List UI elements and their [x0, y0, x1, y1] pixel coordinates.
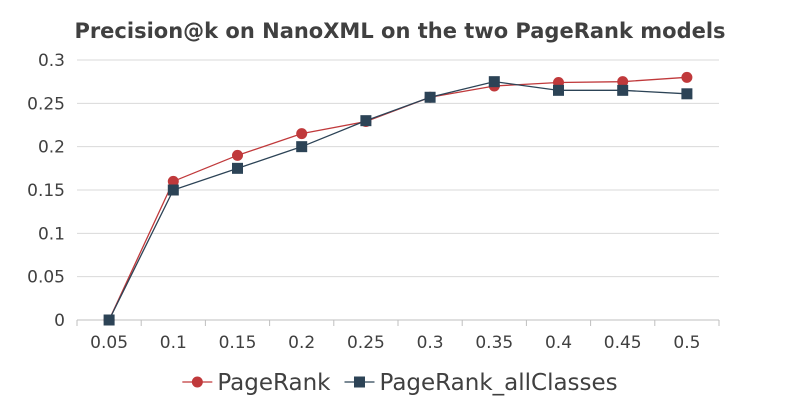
data-point	[103, 314, 115, 326]
x-tick-label: 0.25	[347, 333, 385, 353]
series-line	[108, 81, 687, 321]
y-tick-label: 0.3	[38, 51, 65, 71]
data-point	[232, 149, 243, 161]
series-lines	[103, 71, 693, 326]
x-tick-label: 0.45	[604, 333, 642, 353]
y-tick-label: 0.25	[27, 94, 65, 114]
data-point	[681, 88, 693, 100]
x-tick-label: 0.2	[288, 333, 315, 353]
data-point	[424, 91, 436, 103]
y-tick-label: 0.1	[38, 224, 65, 244]
data-point	[488, 76, 500, 88]
x-tick-label: 0.4	[545, 333, 572, 353]
data-point	[232, 162, 243, 174]
y-tick-label: 0.05	[27, 268, 65, 288]
x-tick-label: 0.3	[417, 333, 444, 353]
x-tick-label: 0.5	[673, 333, 700, 353]
y-axis-tick-labels: 0 0.05 0.1 0.15 0.2 0.25 0.3	[27, 51, 65, 331]
data-point	[360, 115, 372, 127]
data-point	[167, 184, 179, 196]
legend-marker	[353, 376, 365, 388]
data-point	[167, 175, 179, 187]
legend: PageRank PageRank_allClasses	[182, 370, 618, 396]
x-tick-label: 0.35	[475, 333, 513, 353]
x-tick-label: 0.1	[160, 333, 187, 353]
gridlines	[77, 59, 719, 321]
legend-label: PageRank	[217, 370, 331, 396]
data-point	[617, 76, 629, 88]
x-tick-label: 0.15	[219, 333, 257, 353]
data-point	[296, 128, 308, 140]
x-tick-label: 0.05	[90, 333, 128, 353]
series-line	[108, 76, 687, 321]
y-tick-label: 0.15	[27, 181, 65, 201]
data-point	[617, 84, 629, 96]
series-2	[103, 76, 693, 326]
y-tick-label: 0	[54, 311, 65, 331]
legend-item: PageRank_allClasses	[344, 370, 618, 396]
x-axis-tick-labels: 0.05 0.1 0.15 0.2 0.25 0.3 0.35 0.4 0.45 0.5	[76, 320, 720, 353]
chart-title: Precision@k on NanoXML on the two PageRa…	[74, 19, 725, 43]
data-point	[681, 71, 693, 83]
data-point	[553, 84, 564, 96]
series-1	[103, 71, 693, 326]
legend-marker	[191, 376, 203, 388]
y-tick-label: 0.2	[38, 138, 65, 158]
legend-item: PageRank	[182, 370, 331, 396]
data-point	[296, 141, 308, 153]
legend-label: PageRank_allClasses	[379, 370, 617, 396]
